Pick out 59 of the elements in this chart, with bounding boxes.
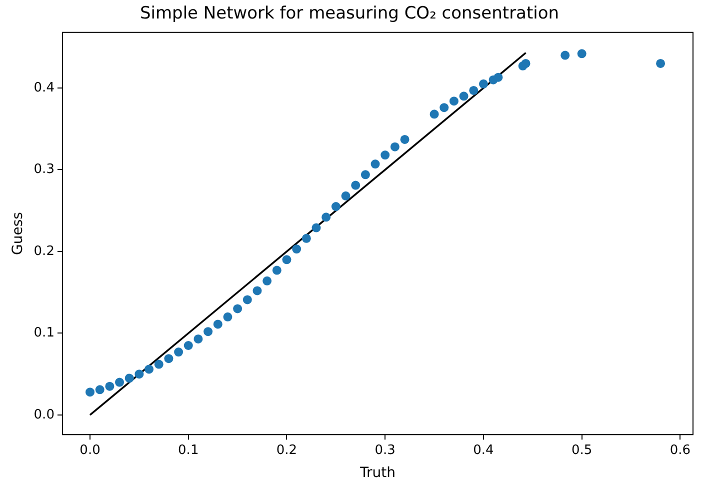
- point: [380, 150, 390, 160]
- point: [223, 312, 232, 322]
- point: [312, 223, 321, 232]
- point: [272, 266, 282, 275]
- point: [302, 234, 311, 243]
- y-axis-title: Guess: [10, 212, 26, 255]
- x-tick-label: 0.4: [473, 442, 494, 458]
- point: [341, 191, 350, 200]
- point: [390, 142, 400, 152]
- point: [494, 72, 503, 82]
- point: [194, 334, 203, 344]
- x-tick-label: 0.2: [276, 442, 298, 458]
- point: [164, 354, 174, 364]
- y-tick-label: 0.1: [34, 326, 54, 341]
- point: [134, 370, 144, 379]
- point: [95, 385, 104, 394]
- point: [430, 110, 439, 119]
- x-tick-label: 0.6: [670, 442, 691, 458]
- x-tick-label: 0.0: [80, 442, 100, 458]
- y-tick-label: 0.3: [34, 162, 54, 178]
- point: [204, 327, 213, 336]
- y-tick-label: 0.0: [34, 407, 54, 422]
- point: [292, 244, 302, 254]
- point: [459, 92, 468, 101]
- point: [400, 134, 410, 144]
- point: [233, 304, 242, 314]
- x-tick-label: 0.1: [178, 442, 199, 458]
- point: [242, 295, 252, 304]
- point: [440, 103, 449, 112]
- point: [521, 58, 530, 68]
- point: [154, 360, 164, 369]
- y-tick-label: 0.2: [34, 244, 54, 259]
- point: [331, 202, 340, 212]
- point: [174, 348, 184, 357]
- point: [252, 286, 262, 296]
- point: [577, 49, 586, 58]
- point: [370, 160, 380, 169]
- point: [360, 170, 370, 180]
- point: [184, 340, 193, 350]
- point: [282, 255, 292, 264]
- point: [351, 180, 360, 190]
- point: [124, 374, 134, 383]
- point: [469, 86, 478, 95]
- point: [656, 58, 666, 68]
- y-tick-label: 0.4: [34, 80, 54, 96]
- x-tick-label: 0.3: [374, 442, 396, 458]
- point: [213, 320, 222, 329]
- point: [115, 378, 124, 387]
- point: [560, 50, 570, 60]
- point: [478, 79, 488, 88]
- point: [144, 364, 154, 374]
- point: [262, 276, 272, 286]
- chart-title: Simple Network for measuring CO₂ consentration: [140, 4, 560, 24]
- point: [86, 388, 95, 397]
- point: [449, 96, 458, 106]
- x-axis-title: Truth: [358, 465, 396, 482]
- point: [322, 212, 331, 222]
- x-tick-label: 0.5: [572, 442, 592, 458]
- point: [105, 382, 114, 391]
